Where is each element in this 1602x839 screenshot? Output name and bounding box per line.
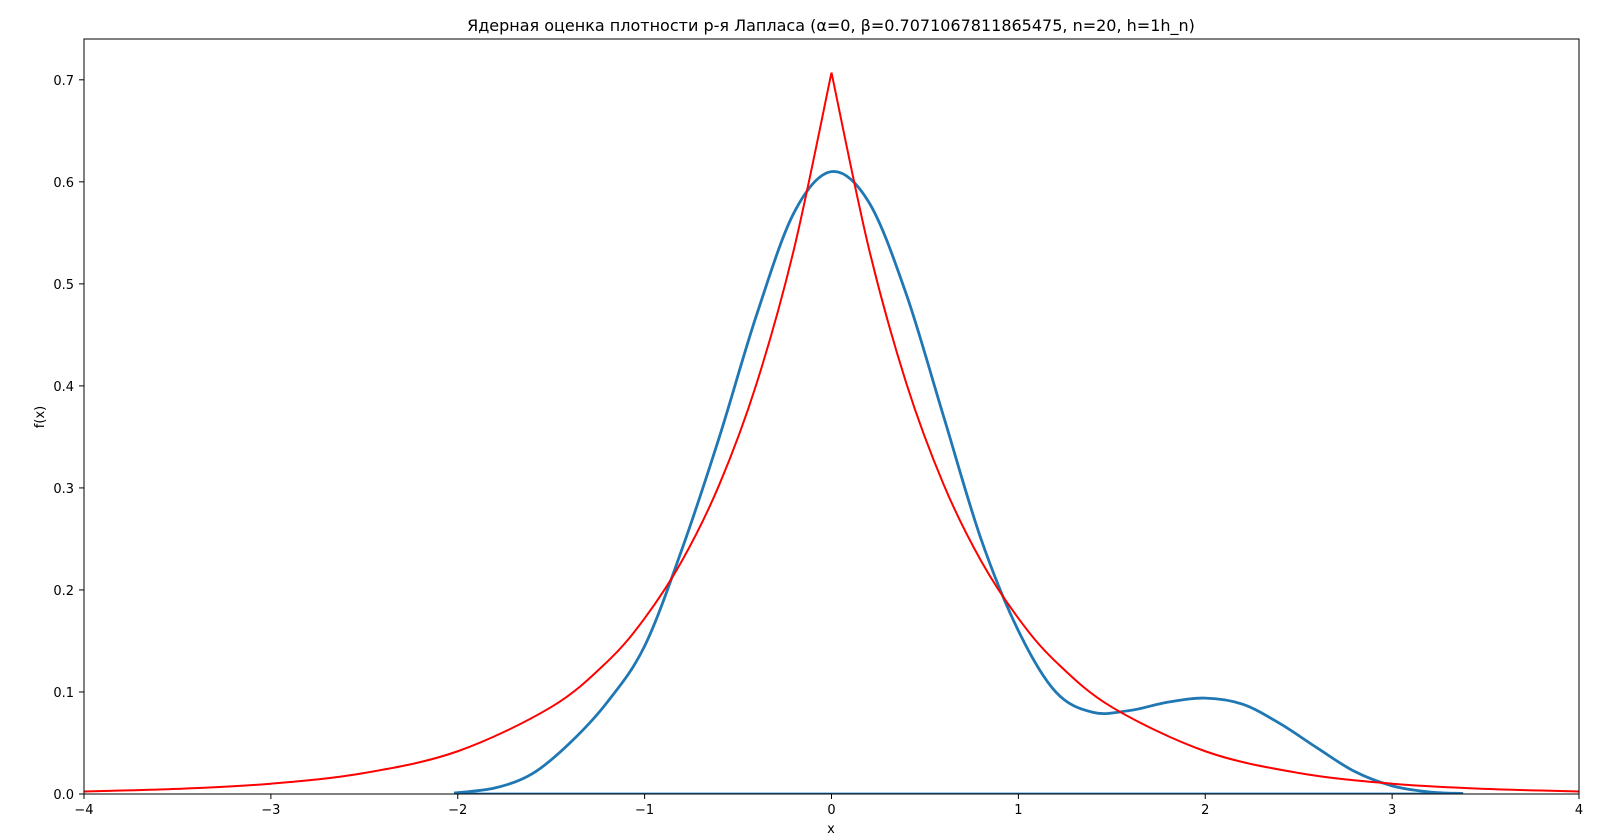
series-line-2 [84,72,1579,793]
plot-area [84,72,1579,794]
y-tick-label: 0.6 [53,176,74,191]
x-tick-label: −4 [74,803,93,818]
x-axis-label: x [827,822,835,837]
y-axis-label: f(x) [33,406,48,428]
y-tick-label: 0.0 [53,788,74,803]
x-tick-label: −3 [261,803,280,818]
x-tick-label: 0 [827,803,835,818]
y-tick-label: 0.4 [53,380,74,395]
y-tick-label: 0.3 [53,482,74,497]
y-tick-label: 0.2 [53,584,74,599]
x-tick-label: −2 [448,803,467,818]
x-tick-label: 1 [1014,803,1022,818]
tick-layer: −4 −3 −2 −1 0 1 2 3 4 0.0 0.1 0.2 0.3 0.4 0.5 0.6 0.7 [53,74,1583,818]
x-tick-label: 2 [1201,803,1209,818]
x-tick-label: 4 [1575,803,1583,818]
series-line-0 [453,170,1464,794]
y-tick-label: 0.7 [53,74,74,89]
y-tick-label: 0.1 [53,686,74,701]
y-tick-label: 0.5 [53,278,74,293]
x-tick-label: 3 [1388,803,1396,818]
plot-frame [83,38,1580,795]
x-tick-label: −1 [635,803,654,818]
chart-title: Ядерная оценка плотности р-я Лапласа (α=… [467,16,1195,36]
